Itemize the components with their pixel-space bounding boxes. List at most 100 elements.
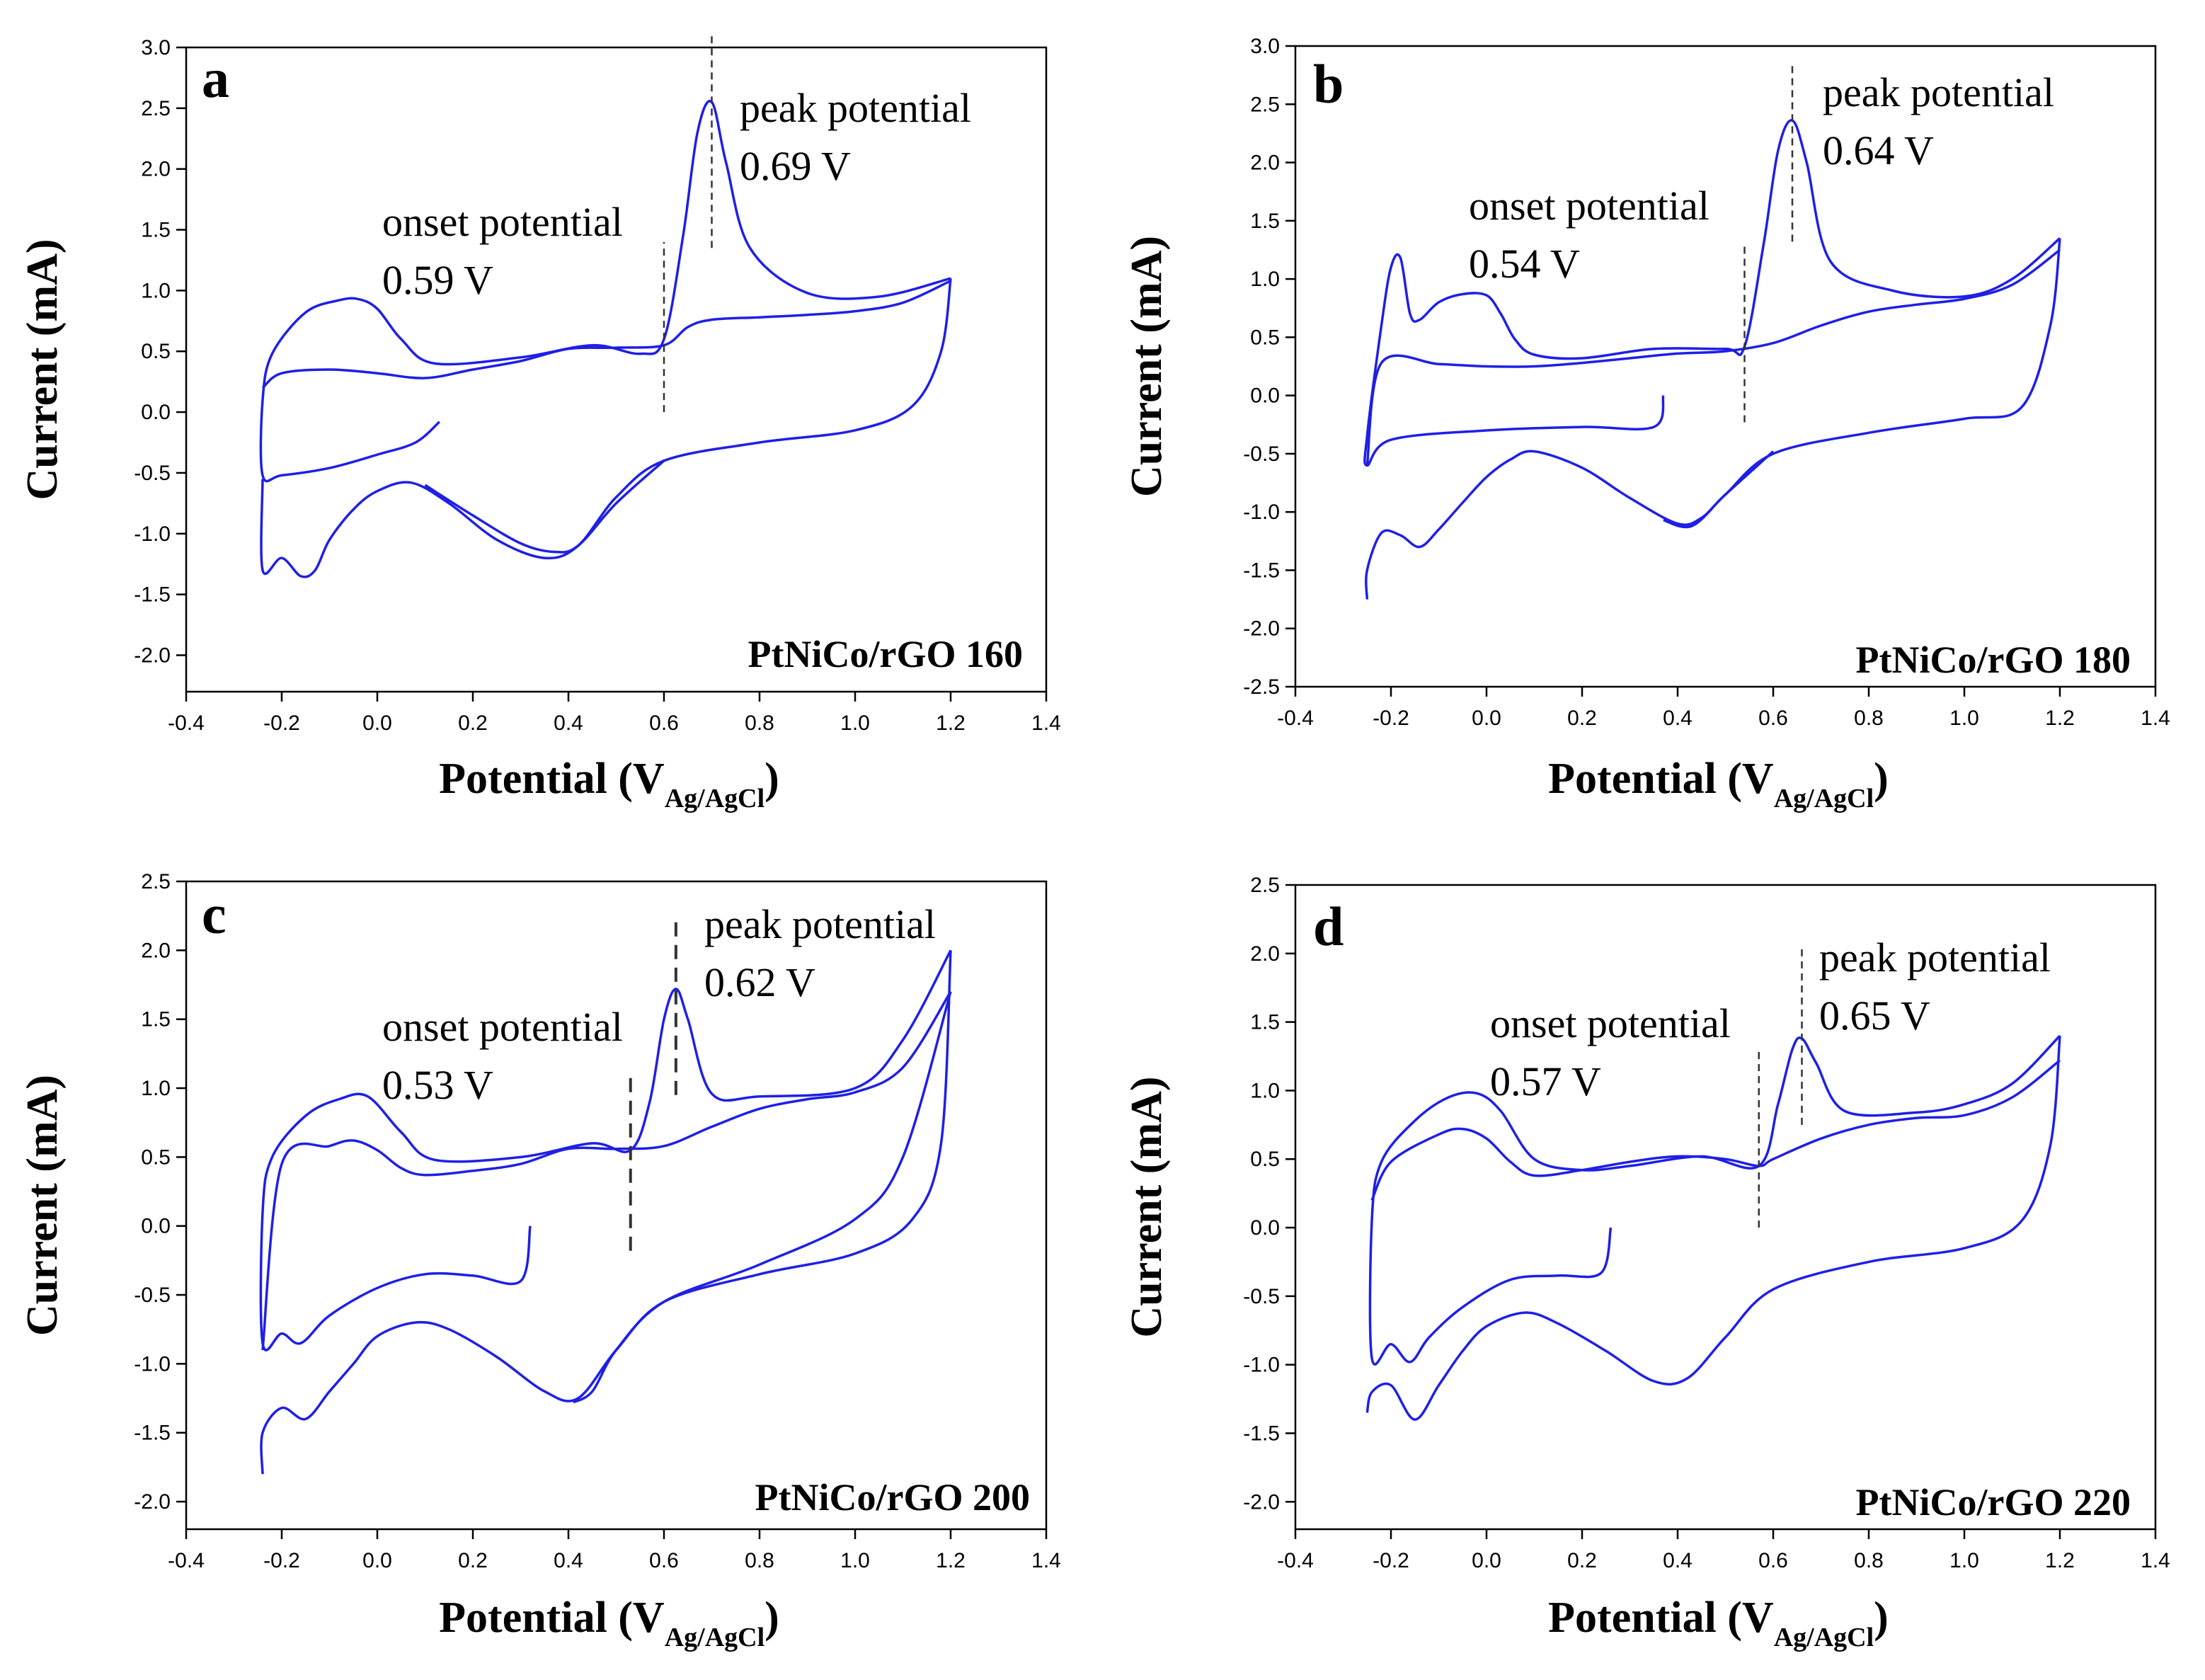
- y-tick-label: 2.5: [141, 97, 171, 120]
- x-tick-label: 0.8: [745, 1549, 774, 1572]
- y-tick-label: -1.0: [134, 522, 171, 546]
- onset-potential-value: 0.59 V: [382, 257, 493, 303]
- x-tick-label: 1.2: [936, 1549, 966, 1572]
- y-tick-label: -1.0: [1243, 1354, 1280, 1377]
- x-tick-label: 1.2: [936, 712, 966, 735]
- sample-label: PtNiCo/rGO 220: [1856, 1481, 2131, 1524]
- x-tick-label: 0.2: [1567, 707, 1597, 730]
- plot-frame: [1294, 45, 2157, 688]
- x-tick-label: 1.4: [2141, 707, 2170, 730]
- chart-panel-c: -0.4 -0.2 0.0 0.2 0.4 0.6 0.8 1.0 1.2 1.4 -2.0 -1.5…: [18, 870, 1061, 1652]
- y-tick-label: -0.5: [1243, 442, 1280, 466]
- onset-potential-label: onset potential: [382, 199, 623, 245]
- y-tick-label: -1.5: [1243, 559, 1280, 582]
- x-axis-title-end: ): [1874, 1594, 1889, 1642]
- x-tick-label: -0.4: [168, 1549, 205, 1572]
- x-tick-label: 1.2: [2045, 707, 2075, 730]
- x-tick-label: -0.2: [1373, 707, 1409, 730]
- x-tick-label: 0.8: [745, 712, 774, 735]
- x-tick-label: 0.2: [458, 1549, 488, 1572]
- y-tick-label: -1.5: [1243, 1422, 1280, 1445]
- sample-label: PtNiCo/rGO 160: [748, 633, 1023, 675]
- x-axis-title-subscript: Ag/AgCl: [665, 784, 764, 813]
- x-axis-title-main: Potential (V: [439, 755, 665, 803]
- x-axis-title-subscript: Ag/AgCl: [665, 1623, 764, 1652]
- x-axis-title-main: Potential (V: [1548, 755, 1774, 803]
- onset-potential-value: 0.54 V: [1469, 241, 1580, 287]
- onset-potential-label: onset potential: [382, 1004, 623, 1050]
- plot-frame: [1294, 884, 2157, 1531]
- x-tick-label: 0.8: [1854, 1549, 1884, 1572]
- y-tick-label: 1.5: [1250, 210, 1280, 233]
- x-tick-label: -0.4: [168, 712, 205, 735]
- y-tick-label: -2.5: [1243, 675, 1280, 699]
- onset-potential-label: onset potential: [1469, 183, 1709, 229]
- y-tick-label: -0.5: [134, 462, 171, 485]
- x-tick-label: -0.2: [263, 1549, 300, 1572]
- onset-potential-label: onset potential: [1490, 1000, 1731, 1046]
- x-tick-label: 0.0: [362, 712, 392, 735]
- panel-letter: b: [1313, 53, 1344, 115]
- y-tick-label: 2.5: [1250, 874, 1280, 897]
- y-tick-label: 0.0: [141, 1215, 171, 1238]
- x-tick-label: 1.0: [1949, 1549, 1979, 1572]
- plot-frame: [185, 46, 1048, 693]
- y-tick-label: 0.5: [1250, 326, 1280, 349]
- y-axis-title: Current (mA): [1123, 1076, 1171, 1337]
- x-tick-label: 1.2: [2045, 1549, 2075, 1572]
- x-tick-label: 0.6: [649, 1549, 679, 1572]
- x-tick-label: -0.2: [1373, 1549, 1409, 1572]
- x-tick-label: 0.6: [1758, 1549, 1788, 1572]
- x-tick-label: -0.4: [1277, 1549, 1314, 1572]
- chart-panel-a: -0.4 -0.2 0.0 0.2 0.4 0.6 0.8 1.0 1.2 1.4 -2.0 -1.5…: [18, 35, 1061, 813]
- x-tick-label: -0.2: [263, 712, 300, 735]
- y-tick-label: 1.0: [141, 1077, 171, 1100]
- y-tick-label: 0.0: [1250, 384, 1280, 408]
- y-tick-label: -2.0: [134, 1490, 171, 1514]
- cv-series-line: [259, 949, 952, 1352]
- y-tick-label: 0.5: [141, 340, 171, 363]
- y-tick-label: -1.5: [134, 1422, 171, 1445]
- x-axis-title-end: ): [764, 755, 779, 803]
- y-tick-label: 1.5: [1250, 1011, 1280, 1034]
- y-axis-title: Current (mA): [18, 239, 67, 500]
- x-tick-label: 0.0: [1472, 1549, 1501, 1572]
- x-tick-label: 0.0: [1472, 707, 1501, 730]
- plot-frame: [185, 880, 1048, 1531]
- y-tick-label: -2.0: [134, 644, 171, 667]
- cv-series-line: [572, 991, 952, 1404]
- x-axis-title-main: Potential (V: [439, 1594, 665, 1642]
- chart-panel-d: -0.4 -0.2 0.0 0.2 0.4 0.6 0.8 1.0 1.2 1.4 -2.0 -1.5…: [1123, 874, 2170, 1652]
- x-tick-label: 1.0: [840, 1549, 870, 1572]
- x-axis-title-main: Potential (V: [1548, 1594, 1774, 1642]
- y-tick-label: 0.5: [141, 1145, 171, 1169]
- peak-potential-value: 0.69 V: [740, 143, 851, 189]
- x-axis-title: Potential (VAg/AgCl): [1548, 1594, 1889, 1652]
- cv-series-line: [261, 280, 951, 389]
- x-axis-title: Potential (VAg/AgCl): [1548, 755, 1889, 813]
- y-tick-label: -2.0: [1243, 617, 1280, 641]
- x-axis-title: Potential (VAg/AgCl): [439, 755, 779, 813]
- x-axis-title: Potential (VAg/AgCl): [439, 1594, 779, 1652]
- y-tick-label: 1.5: [141, 219, 171, 242]
- y-tick-label: 1.0: [1250, 268, 1280, 291]
- y-tick-label: -0.5: [134, 1284, 171, 1307]
- panel-letter: c: [202, 884, 227, 945]
- x-tick-label: 1.0: [1949, 707, 1979, 730]
- x-tick-label: 1.4: [2141, 1549, 2170, 1572]
- chart-panel-b: -0.4 -0.2 0.0 0.2 0.4 0.6 0.8 1.0 1.2 1.4 -2.5 -2.0…: [1123, 35, 2170, 813]
- cv-series-line: [1365, 238, 2061, 600]
- cv-series-line: [1363, 119, 2061, 467]
- x-tick-label: 1.4: [1031, 712, 1061, 735]
- peak-potential-value: 0.64 V: [1823, 127, 1934, 173]
- peak-potential-label: peak potential: [704, 901, 936, 947]
- x-tick-label: 0.4: [554, 712, 583, 735]
- cv-series-line: [1365, 1035, 2061, 1421]
- y-tick-label: 2.0: [1250, 152, 1280, 175]
- y-tick-label: 2.5: [141, 870, 171, 893]
- y-tick-label: -0.5: [1243, 1285, 1280, 1308]
- panel-letter: d: [1313, 896, 1344, 957]
- y-tick-label: 1.0: [1250, 1079, 1280, 1102]
